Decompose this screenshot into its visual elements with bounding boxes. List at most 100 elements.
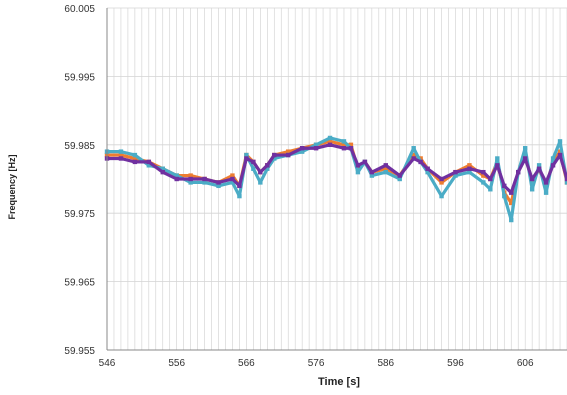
data-point xyxy=(397,176,402,182)
data-point xyxy=(118,149,124,154)
x-tick-label: 576 xyxy=(308,358,325,369)
data-point xyxy=(132,159,138,165)
data-point xyxy=(341,146,347,151)
data-point xyxy=(529,187,535,192)
data-point xyxy=(481,173,486,178)
data-point xyxy=(362,159,368,165)
data-point xyxy=(488,176,493,182)
data-point xyxy=(529,176,535,182)
data-point xyxy=(327,142,333,147)
data-point xyxy=(188,173,193,178)
series-line-1 xyxy=(107,136,567,222)
data-point xyxy=(467,163,472,168)
axes: 59.955 59.965 59.975 59.985 59.995 60.005 546 5… xyxy=(64,4,567,369)
data-point xyxy=(327,139,333,144)
data-point xyxy=(557,149,563,154)
x-tick-label: 556 xyxy=(168,358,185,369)
data-point xyxy=(564,180,567,185)
data-point xyxy=(355,169,361,175)
data-point xyxy=(557,152,563,158)
data-point xyxy=(146,163,152,168)
data-point xyxy=(174,176,179,182)
y-tick-label: 59.985 xyxy=(64,141,95,152)
data-point xyxy=(439,176,444,182)
data-point xyxy=(467,169,472,175)
plot-area xyxy=(104,135,567,223)
data-point xyxy=(453,173,458,178)
data-point xyxy=(439,180,444,185)
data-point xyxy=(411,156,416,161)
data-point xyxy=(313,146,319,151)
x-tick-label: 606 xyxy=(517,358,534,369)
data-point xyxy=(369,169,375,175)
data-point xyxy=(202,180,207,185)
data-point xyxy=(495,156,500,161)
data-point xyxy=(244,156,249,161)
data-point xyxy=(509,200,514,206)
data-point xyxy=(453,169,458,175)
y-tick-label: 59.955 xyxy=(64,346,95,357)
data-point xyxy=(522,146,528,151)
data-point xyxy=(355,163,361,168)
data-point xyxy=(550,163,556,168)
data-point xyxy=(543,180,549,185)
data-point xyxy=(488,187,493,192)
data-point xyxy=(348,146,354,151)
data-point xyxy=(118,152,124,158)
y-tick-label: 60.005 xyxy=(64,4,95,15)
data-point xyxy=(244,152,249,158)
data-point xyxy=(160,169,165,175)
data-point xyxy=(258,169,263,175)
x-tick-label: 566 xyxy=(238,358,255,369)
data-point xyxy=(425,166,430,171)
data-point xyxy=(299,149,305,154)
data-point xyxy=(564,176,567,182)
data-point xyxy=(481,169,486,175)
data-point xyxy=(536,166,542,171)
data-point xyxy=(557,139,563,144)
data-point xyxy=(265,166,270,171)
data-point xyxy=(237,183,242,189)
data-point xyxy=(188,176,193,182)
data-point xyxy=(174,173,179,178)
data-point xyxy=(188,180,193,185)
x-tick-label: 546 xyxy=(99,358,116,369)
data-point xyxy=(536,163,542,168)
y-axis-label: Frequency [Hz] xyxy=(7,154,17,219)
series-line-2 xyxy=(107,143,567,195)
data-point xyxy=(509,190,514,195)
data-point xyxy=(348,142,354,147)
data-point xyxy=(230,173,235,178)
data-point xyxy=(550,156,556,161)
data-point xyxy=(132,156,138,161)
data-point xyxy=(439,193,444,199)
data-point xyxy=(502,193,507,199)
data-point xyxy=(313,142,319,147)
data-point xyxy=(132,152,138,158)
data-point xyxy=(481,180,486,185)
data-point xyxy=(230,176,235,182)
data-point xyxy=(216,180,221,185)
data-point xyxy=(286,152,291,158)
data-point xyxy=(160,166,165,171)
data-point xyxy=(522,156,528,161)
data-point xyxy=(418,159,423,165)
data-point xyxy=(516,169,521,175)
data-point xyxy=(383,169,388,175)
data-point xyxy=(369,173,375,178)
data-point xyxy=(118,156,124,161)
data-point xyxy=(509,217,514,223)
data-point xyxy=(299,146,305,151)
data-point xyxy=(272,156,277,161)
data-point xyxy=(411,146,416,151)
x-axis-label: Time [s] xyxy=(318,376,360,388)
data-point xyxy=(502,183,507,189)
data-point xyxy=(237,193,242,199)
y-tick-label: 59.965 xyxy=(64,278,95,289)
data-point xyxy=(251,159,256,165)
data-point xyxy=(202,176,207,182)
data-point xyxy=(341,142,347,147)
data-point xyxy=(495,163,500,168)
data-point xyxy=(543,190,549,195)
